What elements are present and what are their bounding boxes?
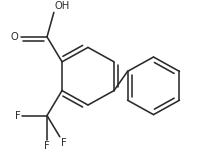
Text: O: O: [11, 32, 19, 42]
Text: OH: OH: [55, 1, 70, 11]
Text: F: F: [44, 141, 50, 151]
Text: F: F: [60, 138, 66, 148]
Text: F: F: [15, 111, 20, 121]
